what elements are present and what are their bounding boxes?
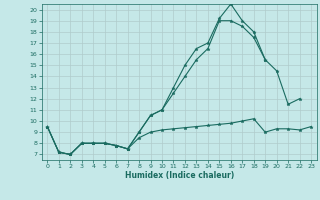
X-axis label: Humidex (Indice chaleur): Humidex (Indice chaleur) xyxy=(124,171,234,180)
